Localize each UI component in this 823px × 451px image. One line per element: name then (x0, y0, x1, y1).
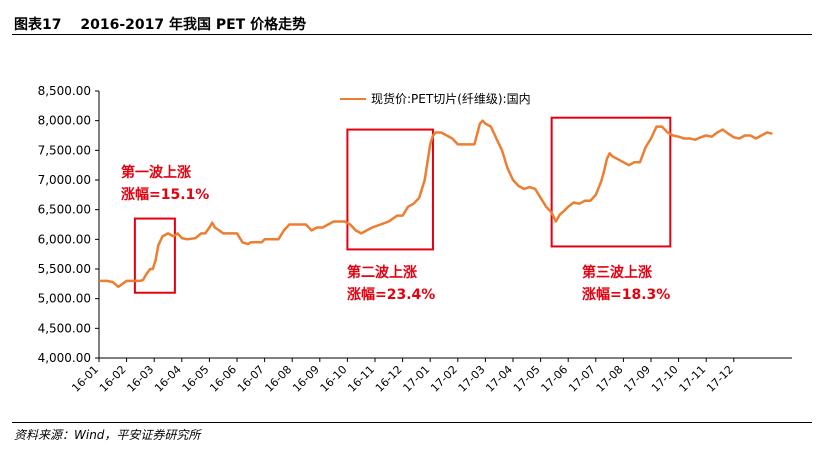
y-tick-label: 6,000.00 (38, 232, 91, 246)
y-tick-label: 5,000.00 (38, 292, 91, 306)
x-tick-label: 16-06 (207, 363, 239, 395)
x-tick-label: 16-08 (263, 363, 295, 395)
annotation-2-gain: 涨幅=23.4% (347, 286, 435, 303)
y-tick-label: 4,000.00 (38, 351, 91, 365)
x-axis: 16-0116-0216-0316-0416-0516-0616-0716-08… (69, 357, 792, 395)
footer-rule (12, 422, 812, 423)
figure-title: 2016-2017 年我国 PET 价格走势 (80, 17, 307, 33)
x-tick-label: 17-10 (649, 363, 681, 395)
figure-header: 图表17 2016-2017 年我国 PET 价格走势 (14, 14, 306, 34)
header-rule (12, 34, 812, 35)
x-tick-label: 16-02 (97, 363, 129, 395)
annotation-3-gain: 涨幅=18.3% (582, 286, 670, 303)
y-tick-label: 8,000.00 (38, 114, 91, 128)
x-tick-label: 16-12 (373, 363, 405, 395)
x-tick-label: 17-03 (456, 363, 488, 395)
x-tick-label: 17-09 (621, 363, 653, 395)
rally-box (550, 116, 672, 248)
y-tick-label: 6,500.00 (38, 203, 91, 217)
rally-box (346, 128, 434, 251)
x-tick-label: 16-03 (125, 363, 157, 395)
x-tick-label: 17-06 (539, 363, 571, 395)
x-tick-label: 17-04 (483, 363, 515, 395)
figure-label: 图表17 (14, 17, 62, 33)
x-tick-label: 17-11 (677, 363, 709, 395)
y-axis: 8,500.00 8,000.00 7,500.00 7,000.00 6,500.00… (38, 84, 100, 365)
y-tick-label: 7,500.00 (38, 143, 91, 157)
y-tick-label: 8,500.00 (38, 84, 91, 98)
annotation-3-title: 第三波上涨 (582, 264, 652, 281)
x-tick-label: 17-12 (704, 363, 736, 395)
series-layer (99, 119, 773, 289)
x-tick-label: 16-05 (180, 363, 212, 395)
x-tick-label: 17-08 (594, 363, 626, 395)
x-tick-label: 16-01 (69, 363, 101, 395)
y-tick-label: 5,500.00 (38, 262, 91, 276)
rally-box (133, 217, 176, 294)
x-tick-label: 16-10 (318, 363, 350, 395)
x-tick-label: 16-09 (290, 363, 322, 395)
x-tick-label: 16-11 (345, 363, 377, 395)
source-note: 资料来源：Wind，平安证券研究所 (14, 428, 201, 442)
x-tick-label: 17-07 (566, 363, 598, 395)
x-tick-label: 17-01 (401, 363, 433, 395)
rally-annotations: 第一波上涨 涨幅=15.1% 第二波上涨 涨幅=23.4% 第三波上涨 涨幅=1… (121, 164, 670, 303)
y-tick-label: 7,000.00 (38, 173, 91, 187)
legend-label: 现货价:PET切片(纤维级):国内 (371, 91, 531, 106)
annotation-1-title: 第一波上涨 (121, 164, 191, 181)
legend: 现货价:PET切片(纤维级):国内 (340, 91, 531, 106)
x-tick-label: 17-02 (428, 363, 460, 395)
series-line (99, 119, 773, 289)
x-tick-label: 16-04 (152, 363, 184, 395)
x-tick-label: 17-05 (511, 363, 543, 395)
rally-boxes (133, 116, 672, 294)
annotation-1-gain: 涨幅=15.1% (121, 186, 209, 203)
x-tick-label: 16-07 (235, 363, 267, 395)
y-tick-label: 4,500.00 (38, 321, 91, 335)
annotation-2-title: 第二波上涨 (347, 264, 417, 281)
